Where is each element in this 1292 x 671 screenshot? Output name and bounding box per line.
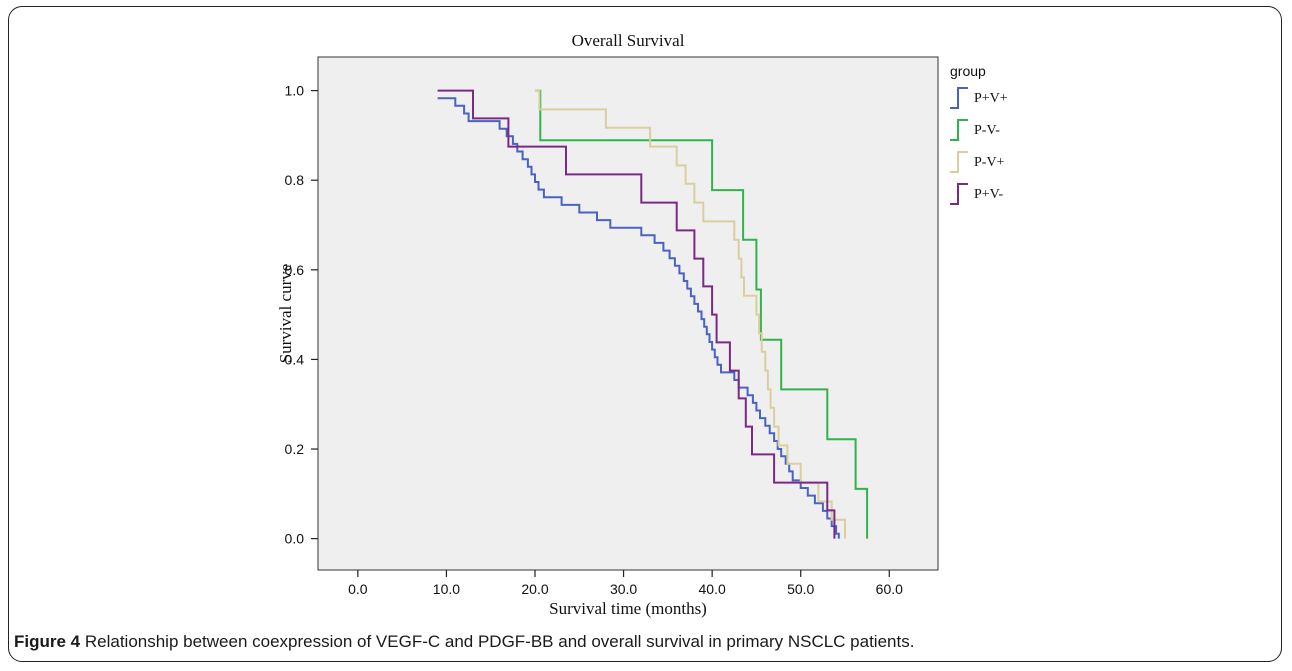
series-line-P-V- — [535, 89, 869, 539]
y-axis-label: Survival curve — [276, 264, 295, 364]
y-tick-label: 0.8 — [285, 172, 305, 188]
x-axis-label: Survival time (months) — [549, 599, 707, 618]
y-tick-label: 0.2 — [285, 441, 305, 457]
y-tick-label: 1.0 — [285, 83, 305, 99]
plot-area — [317, 56, 939, 571]
x-tick-label: 50.0 — [787, 581, 814, 597]
series-line-P-V+ — [535, 89, 846, 539]
x-tick-label: 10.0 — [433, 581, 460, 597]
legend-item-label: P-V- — [974, 123, 1000, 138]
caption-text: Relationship between coexpression of VEG… — [84, 632, 915, 651]
legend-item-label: P-V+ — [974, 155, 1005, 170]
y-tick-label: 0.6 — [285, 262, 305, 278]
x-tick-label: 0.0 — [348, 581, 368, 597]
figure-caption: Figure 4 Relationship between coexpressi… — [14, 632, 914, 652]
legend-item-label: P+V- — [974, 187, 1004, 202]
legend-swatch — [950, 87, 968, 109]
legend-swatch — [950, 183, 968, 205]
caption-label: Figure 4 — [14, 632, 81, 651]
y-tick-label: 0.4 — [285, 351, 305, 367]
x-tick-label: 40.0 — [699, 581, 726, 597]
x-tick-label: 20.0 — [521, 581, 548, 597]
legend-title: group — [950, 63, 986, 79]
legend-swatch — [950, 119, 968, 141]
chart-title: Overall Survival — [572, 31, 685, 50]
y-tick-label: 0.0 — [285, 531, 305, 547]
legend-swatch — [950, 151, 968, 173]
x-tick-label: 60.0 — [876, 581, 903, 597]
x-tick-label: 30.0 — [610, 581, 637, 597]
series-line-P+V- — [437, 89, 836, 539]
legend-item-label: P+V+ — [974, 91, 1008, 106]
